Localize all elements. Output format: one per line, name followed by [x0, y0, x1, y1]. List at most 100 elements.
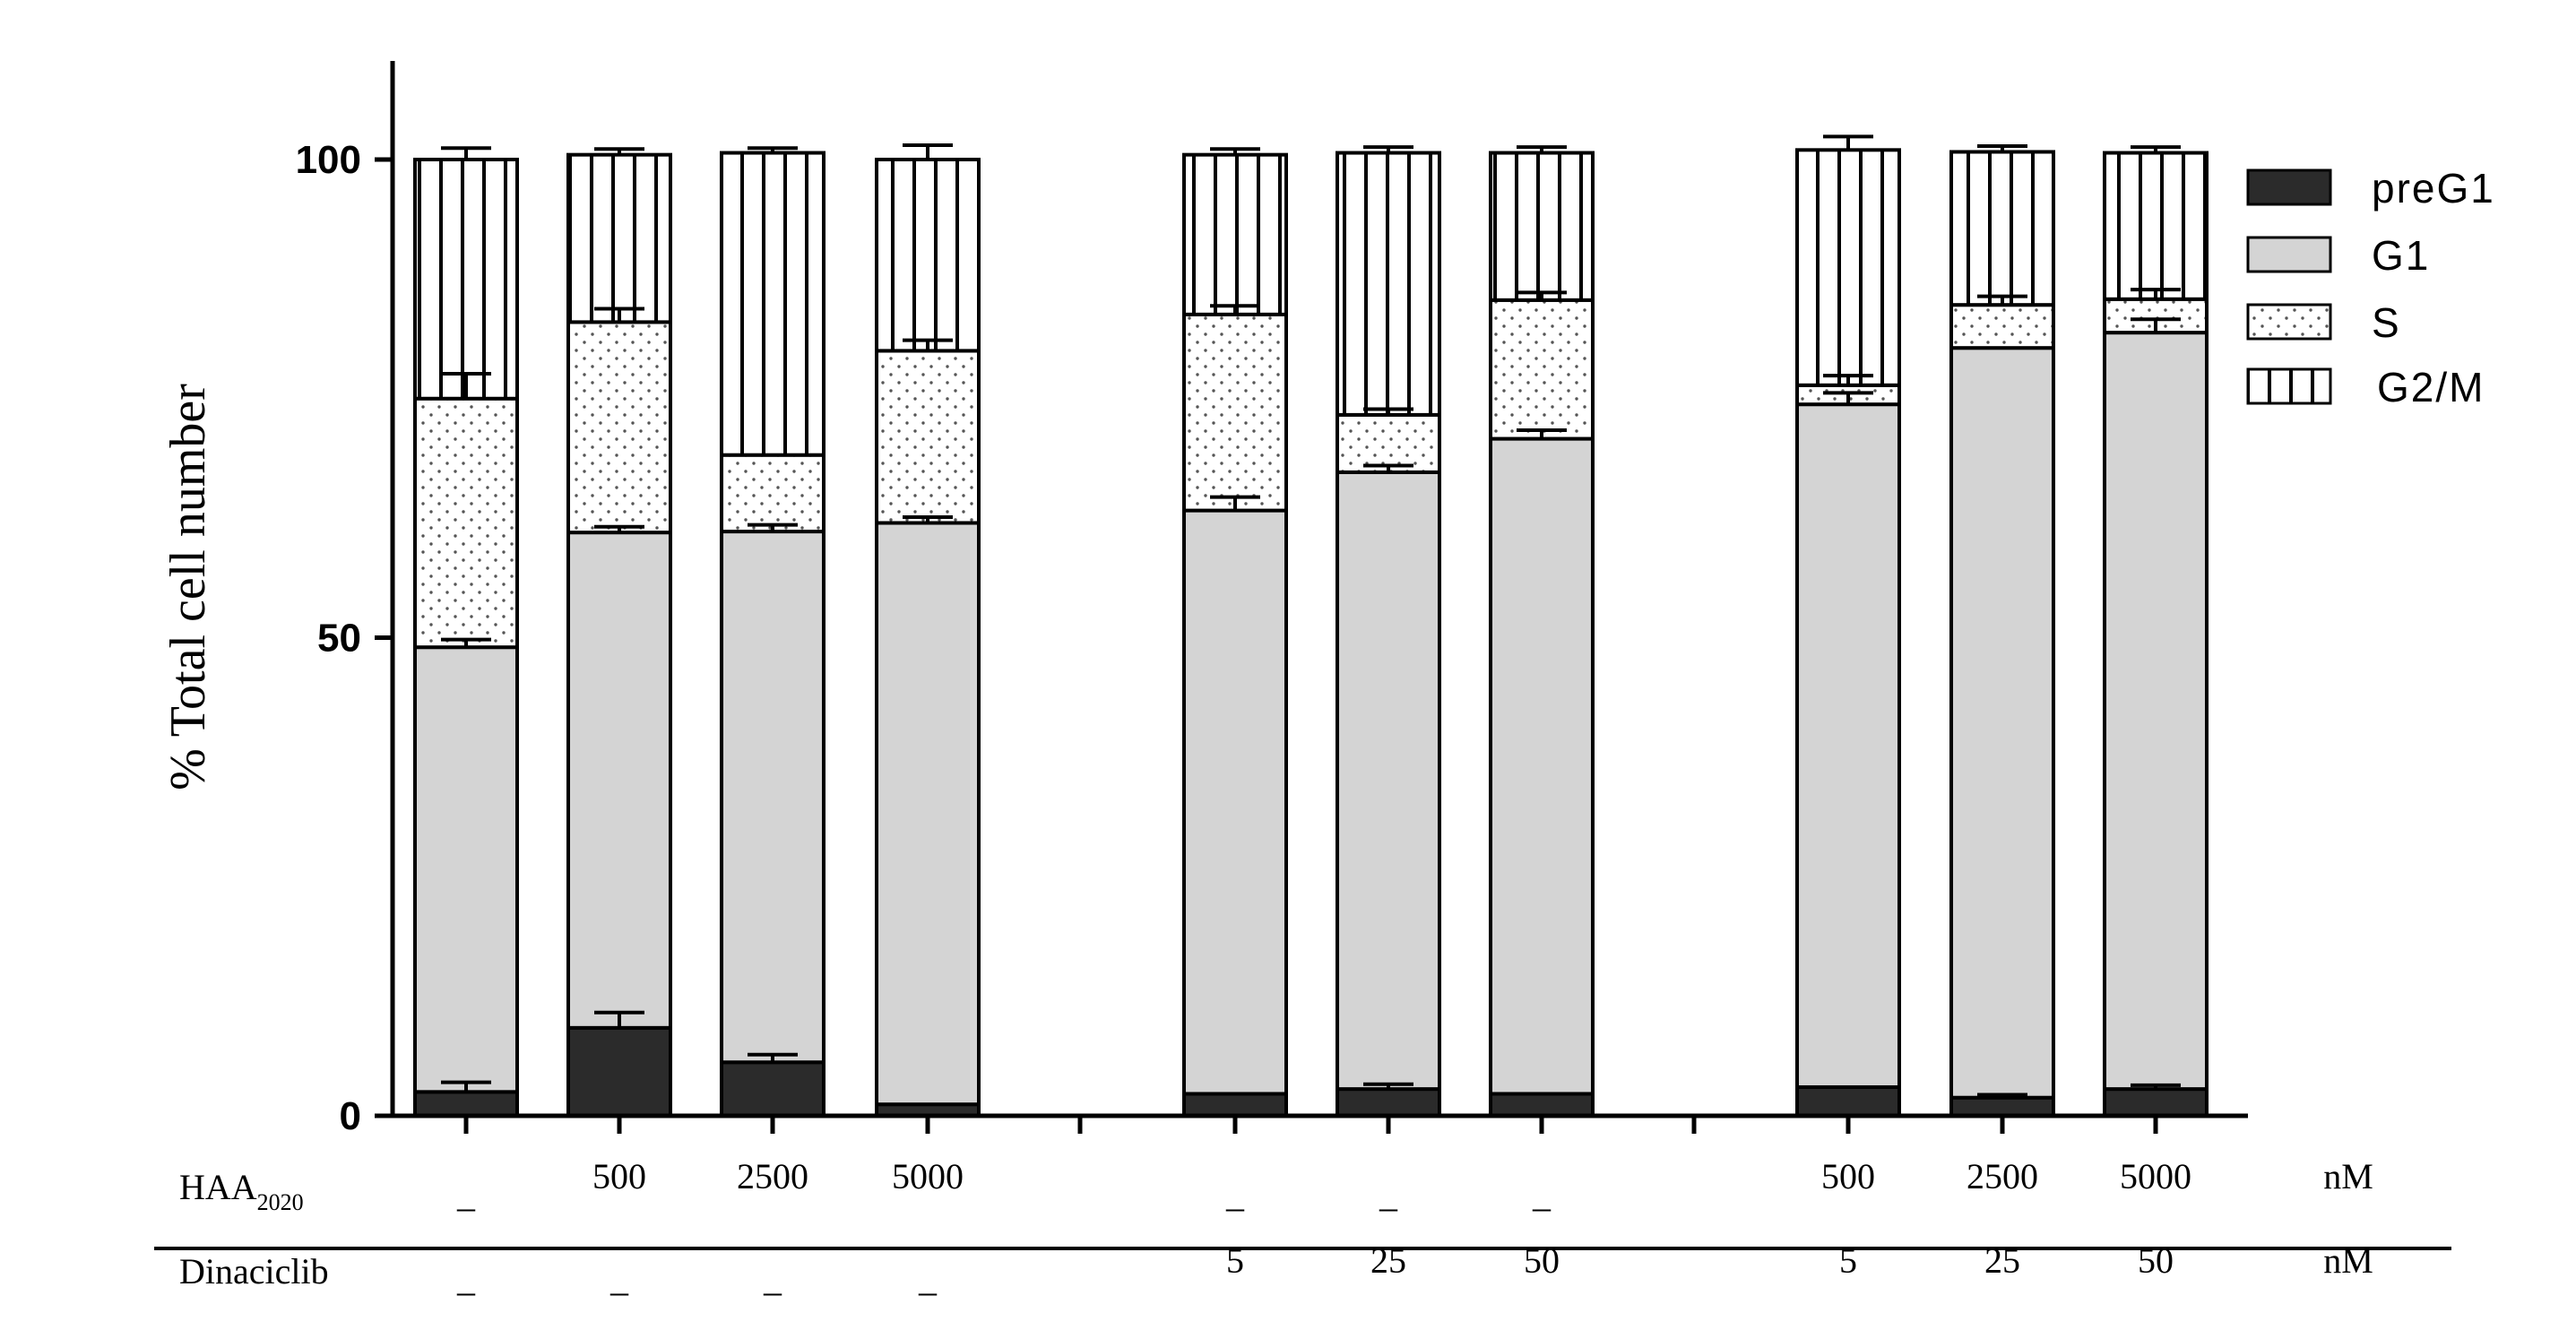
error-bar-g1-8	[1823, 391, 1873, 405]
treatment-value-2-10: 50	[2138, 1240, 2174, 1281]
treatment-value-1-5: –	[1225, 1187, 1245, 1227]
treatment-value-1-1: –	[456, 1187, 476, 1227]
axes: 0 50 100	[296, 61, 2248, 1138]
treatment-value-2-1: –	[456, 1271, 476, 1311]
legend-swatch	[2246, 168, 2332, 206]
treatment-value-2-4: –	[918, 1271, 938, 1311]
treatment-value-1-10: 5000	[2120, 1156, 2191, 1196]
treatment-table: HAA2020 – 500 2500 5000 – – – 500 2500 5000 nM Dinac…	[154, 1156, 2451, 1311]
treatment-row-label-2: Dinaciclib	[179, 1251, 329, 1291]
bar-segment-g1-9	[1949, 346, 2055, 1100]
error-bar-s-9	[1977, 294, 2027, 306]
error-bar-s-4	[903, 338, 953, 351]
bar-segment-g1-3	[720, 530, 826, 1065]
bar-segment-s-4	[875, 349, 981, 525]
treatment-value-2-5: 5	[1226, 1240, 1244, 1281]
bar-segment-preg1-7	[1489, 1092, 1595, 1118]
legend: preG1 G1 S G2/M	[2246, 165, 2494, 410]
error-bar-g1-6	[1363, 463, 1413, 472]
bar-segment-s-1	[413, 396, 519, 650]
legend-item-s: S	[2246, 299, 2399, 346]
y-axis-label: % Total cell number	[160, 384, 216, 790]
error-bar-g1-7	[1517, 428, 1567, 439]
treatment-value-2-2: –	[609, 1271, 629, 1311]
treatment-unit-1: nM	[2323, 1156, 2373, 1196]
x-ticks	[463, 1116, 2158, 1134]
error-bar-g1-1	[441, 637, 491, 648]
treatment-value-1-2: 500	[592, 1156, 646, 1196]
treatment-value-2-6: 25	[1370, 1240, 1406, 1281]
bar-segment-g2-m-4	[875, 158, 981, 353]
treatment-value-2-9: 25	[1984, 1240, 2020, 1281]
bar-segment-g2-m-8	[1795, 148, 1901, 387]
bar-segment-preg1-1	[413, 1090, 519, 1118]
y-tick-label-100: 100	[296, 138, 361, 182]
treatment-value-2-8: 5	[1839, 1240, 1857, 1281]
error-bar-g2-m-5	[1210, 147, 1260, 155]
error-bar-preg1-6	[1363, 1082, 1413, 1090]
bar-segment-preg1-9	[1949, 1095, 2055, 1118]
bar-segment-g1-7	[1489, 436, 1595, 1096]
treatment-value-2-7: 50	[1524, 1240, 1560, 1281]
legend-label: G1	[2372, 232, 2430, 279]
error-bar-s-7	[1517, 290, 1567, 300]
bar-segment-g1-10	[2103, 331, 2209, 1092]
treatment-row-label-1: HAA2020	[179, 1167, 304, 1215]
y-tick-label-0: 0	[340, 1094, 361, 1138]
y-ticks: 0 50 100	[296, 138, 393, 1138]
bar-segment-g1-8	[1795, 402, 1901, 1089]
error-bars-layer	[441, 134, 2181, 1098]
error-bar-g1-10	[2131, 317, 2181, 333]
error-bar-g2-m-1	[441, 146, 491, 160]
error-bar-g2-m-2	[594, 147, 644, 155]
bar-segment-s-9	[1949, 303, 2055, 350]
error-bar-g1-5	[1210, 495, 1260, 511]
y-tick-label-50: 50	[317, 617, 361, 661]
error-bar-g2-m-7	[1517, 145, 1567, 153]
bar-segment-g2-m-5	[1182, 152, 1288, 316]
error-bar-g2-m-8	[1823, 134, 1873, 151]
error-bar-s-10	[2131, 288, 2181, 299]
bar-segment-g1-6	[1336, 470, 1441, 1092]
bar-segment-g2-m-9	[1949, 150, 2055, 307]
error-bar-s-1	[441, 372, 491, 399]
bar-segment-g1-1	[413, 645, 519, 1094]
error-bar-preg1-1	[441, 1080, 491, 1092]
error-bar-g1-2	[594, 524, 644, 533]
bar-segment-g2-m-2	[566, 152, 672, 324]
treatment-value-2-3: –	[763, 1271, 782, 1311]
treatment-value-1-4: 5000	[892, 1156, 964, 1196]
error-bar-preg1-9	[1977, 1092, 2027, 1098]
error-bar-s-2	[594, 307, 644, 323]
error-bar-g1-3	[748, 522, 798, 532]
bar-segment-preg1-2	[566, 1025, 672, 1118]
bar-segment-s-5	[1182, 312, 1288, 513]
bar-segment-g2-m-7	[1489, 151, 1595, 302]
error-bar-g2-m-4	[903, 142, 953, 160]
legend-label: G2/M	[2377, 364, 2485, 410]
error-bar-s-8	[1823, 374, 1873, 385]
treatment-value-1-7: –	[1532, 1187, 1552, 1227]
error-bar-g2-m-10	[2131, 145, 2181, 153]
treatment-value-1-9: 2500	[1967, 1156, 2038, 1196]
error-bar-g2-m-3	[748, 146, 798, 153]
bar-segment-s-2	[566, 320, 672, 535]
legend-swatch	[2246, 236, 2332, 273]
bar-segment-g1-5	[1182, 508, 1288, 1096]
treatment-value-1-8: 500	[1821, 1156, 1875, 1196]
error-bar-s-6	[1363, 407, 1413, 415]
error-bar-g2-m-9	[1977, 144, 2027, 152]
bar-segment-g1-2	[566, 531, 672, 1030]
bar-segment-g2-m-3	[720, 151, 826, 457]
error-bar-preg1-10	[2131, 1083, 2181, 1090]
error-bar-g2-m-6	[1363, 145, 1413, 153]
bar-segment-g1-4	[875, 521, 981, 1107]
bar-segment-preg1-5	[1182, 1092, 1288, 1118]
bar-segment-preg1-6	[1336, 1087, 1441, 1118]
treatment-value-1-6: –	[1379, 1187, 1398, 1227]
bar-segment-preg1-3	[720, 1060, 826, 1118]
bar-segment-s-6	[1336, 412, 1441, 474]
bar-segment-g2-m-1	[413, 158, 519, 401]
legend-swatch	[2246, 303, 2332, 341]
